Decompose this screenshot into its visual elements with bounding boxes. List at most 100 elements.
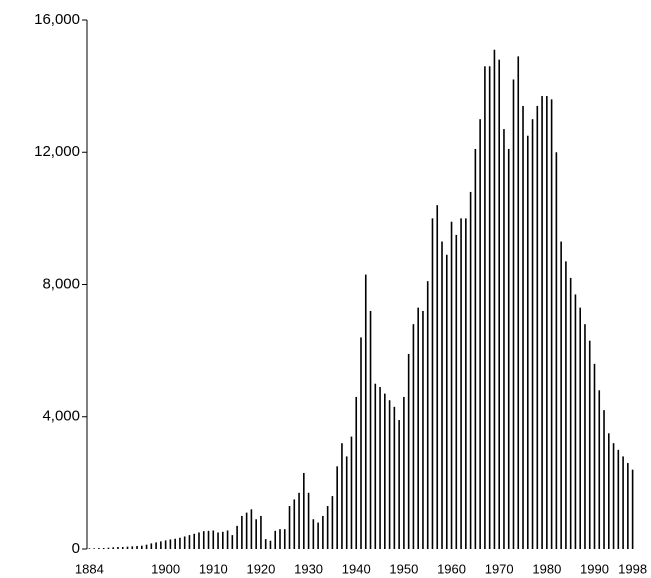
bar [507,148,510,549]
x-tick-label: 1940 [342,561,371,576]
bar [160,541,162,549]
bar [283,529,286,549]
y-tick-label: 12,000 [34,143,80,160]
bar [403,396,405,549]
bar [150,543,153,549]
bar [193,533,196,549]
bar [307,492,310,549]
bar [322,515,324,549]
bar [384,393,386,549]
bar [426,281,429,549]
bar [360,337,362,549]
bar [388,400,391,549]
bar [207,530,210,549]
bar [598,390,601,549]
bar [183,536,186,549]
x-tick-label: 1920 [246,561,275,576]
bar [269,540,272,549]
bar [169,539,172,549]
bar [631,469,634,549]
x-tick-label: 1950 [389,561,418,576]
x-tick-label: 1990 [580,561,609,576]
bar [245,512,248,549]
bar [374,383,377,549]
bar [393,406,396,549]
bar [398,420,400,549]
bar [141,545,143,549]
bar [579,307,581,549]
bar [422,310,424,549]
bar [455,234,458,549]
bar [202,531,205,549]
x-tick-label: 1960 [437,561,466,576]
bar [288,506,291,549]
bar [212,530,215,549]
x-tick-label: 1930 [294,561,323,576]
y-tick-label: 8,000 [42,275,80,292]
bar [574,294,577,549]
bar [350,436,353,549]
bar [345,456,348,549]
bar [593,363,596,549]
bar [255,519,257,549]
bar [512,79,515,549]
bar [117,547,119,549]
bar [121,547,124,549]
bar [550,99,553,549]
bar [355,396,358,549]
bar [131,546,134,549]
bar [460,218,462,549]
y-tick-label: 4,000 [42,408,80,425]
bar [145,544,148,549]
bar [331,496,334,549]
bar [107,547,110,549]
bar [517,56,520,550]
bar [369,310,372,549]
x-tick-label: 1998 [618,561,647,576]
bar [188,535,191,549]
bar [279,529,281,549]
bar [98,548,100,549]
bar [88,548,91,549]
x-tick-label: 1980 [532,561,561,576]
bar [555,152,558,549]
bar [531,119,534,549]
bar [612,443,615,549]
bar [474,148,477,549]
bar [93,548,95,549]
bar [407,353,410,549]
bar [198,532,200,549]
bar [603,410,605,549]
bar [479,119,481,549]
bar [588,340,591,549]
bar [174,538,176,549]
bar [226,530,229,549]
bar [436,205,439,549]
bar [236,525,238,549]
bar [565,261,567,549]
bar [469,191,472,550]
x-tick-label: 1884 [75,561,104,576]
bar [312,519,315,549]
bar [260,515,262,549]
bar [126,546,129,549]
bar [541,96,543,549]
bar [465,218,467,549]
bar [317,522,319,549]
bar [341,443,343,549]
bar [617,449,620,549]
bar [164,540,167,549]
bar [298,492,300,549]
bar [364,274,367,549]
bar [450,221,453,549]
y-tick-label: 16,000 [34,11,80,28]
y-tick-label: 0 [72,540,80,557]
bar [274,530,277,549]
bar [417,307,419,549]
bar [241,515,243,549]
bar [493,49,496,549]
bar [136,546,138,549]
bar [179,537,181,549]
bar [536,105,539,550]
